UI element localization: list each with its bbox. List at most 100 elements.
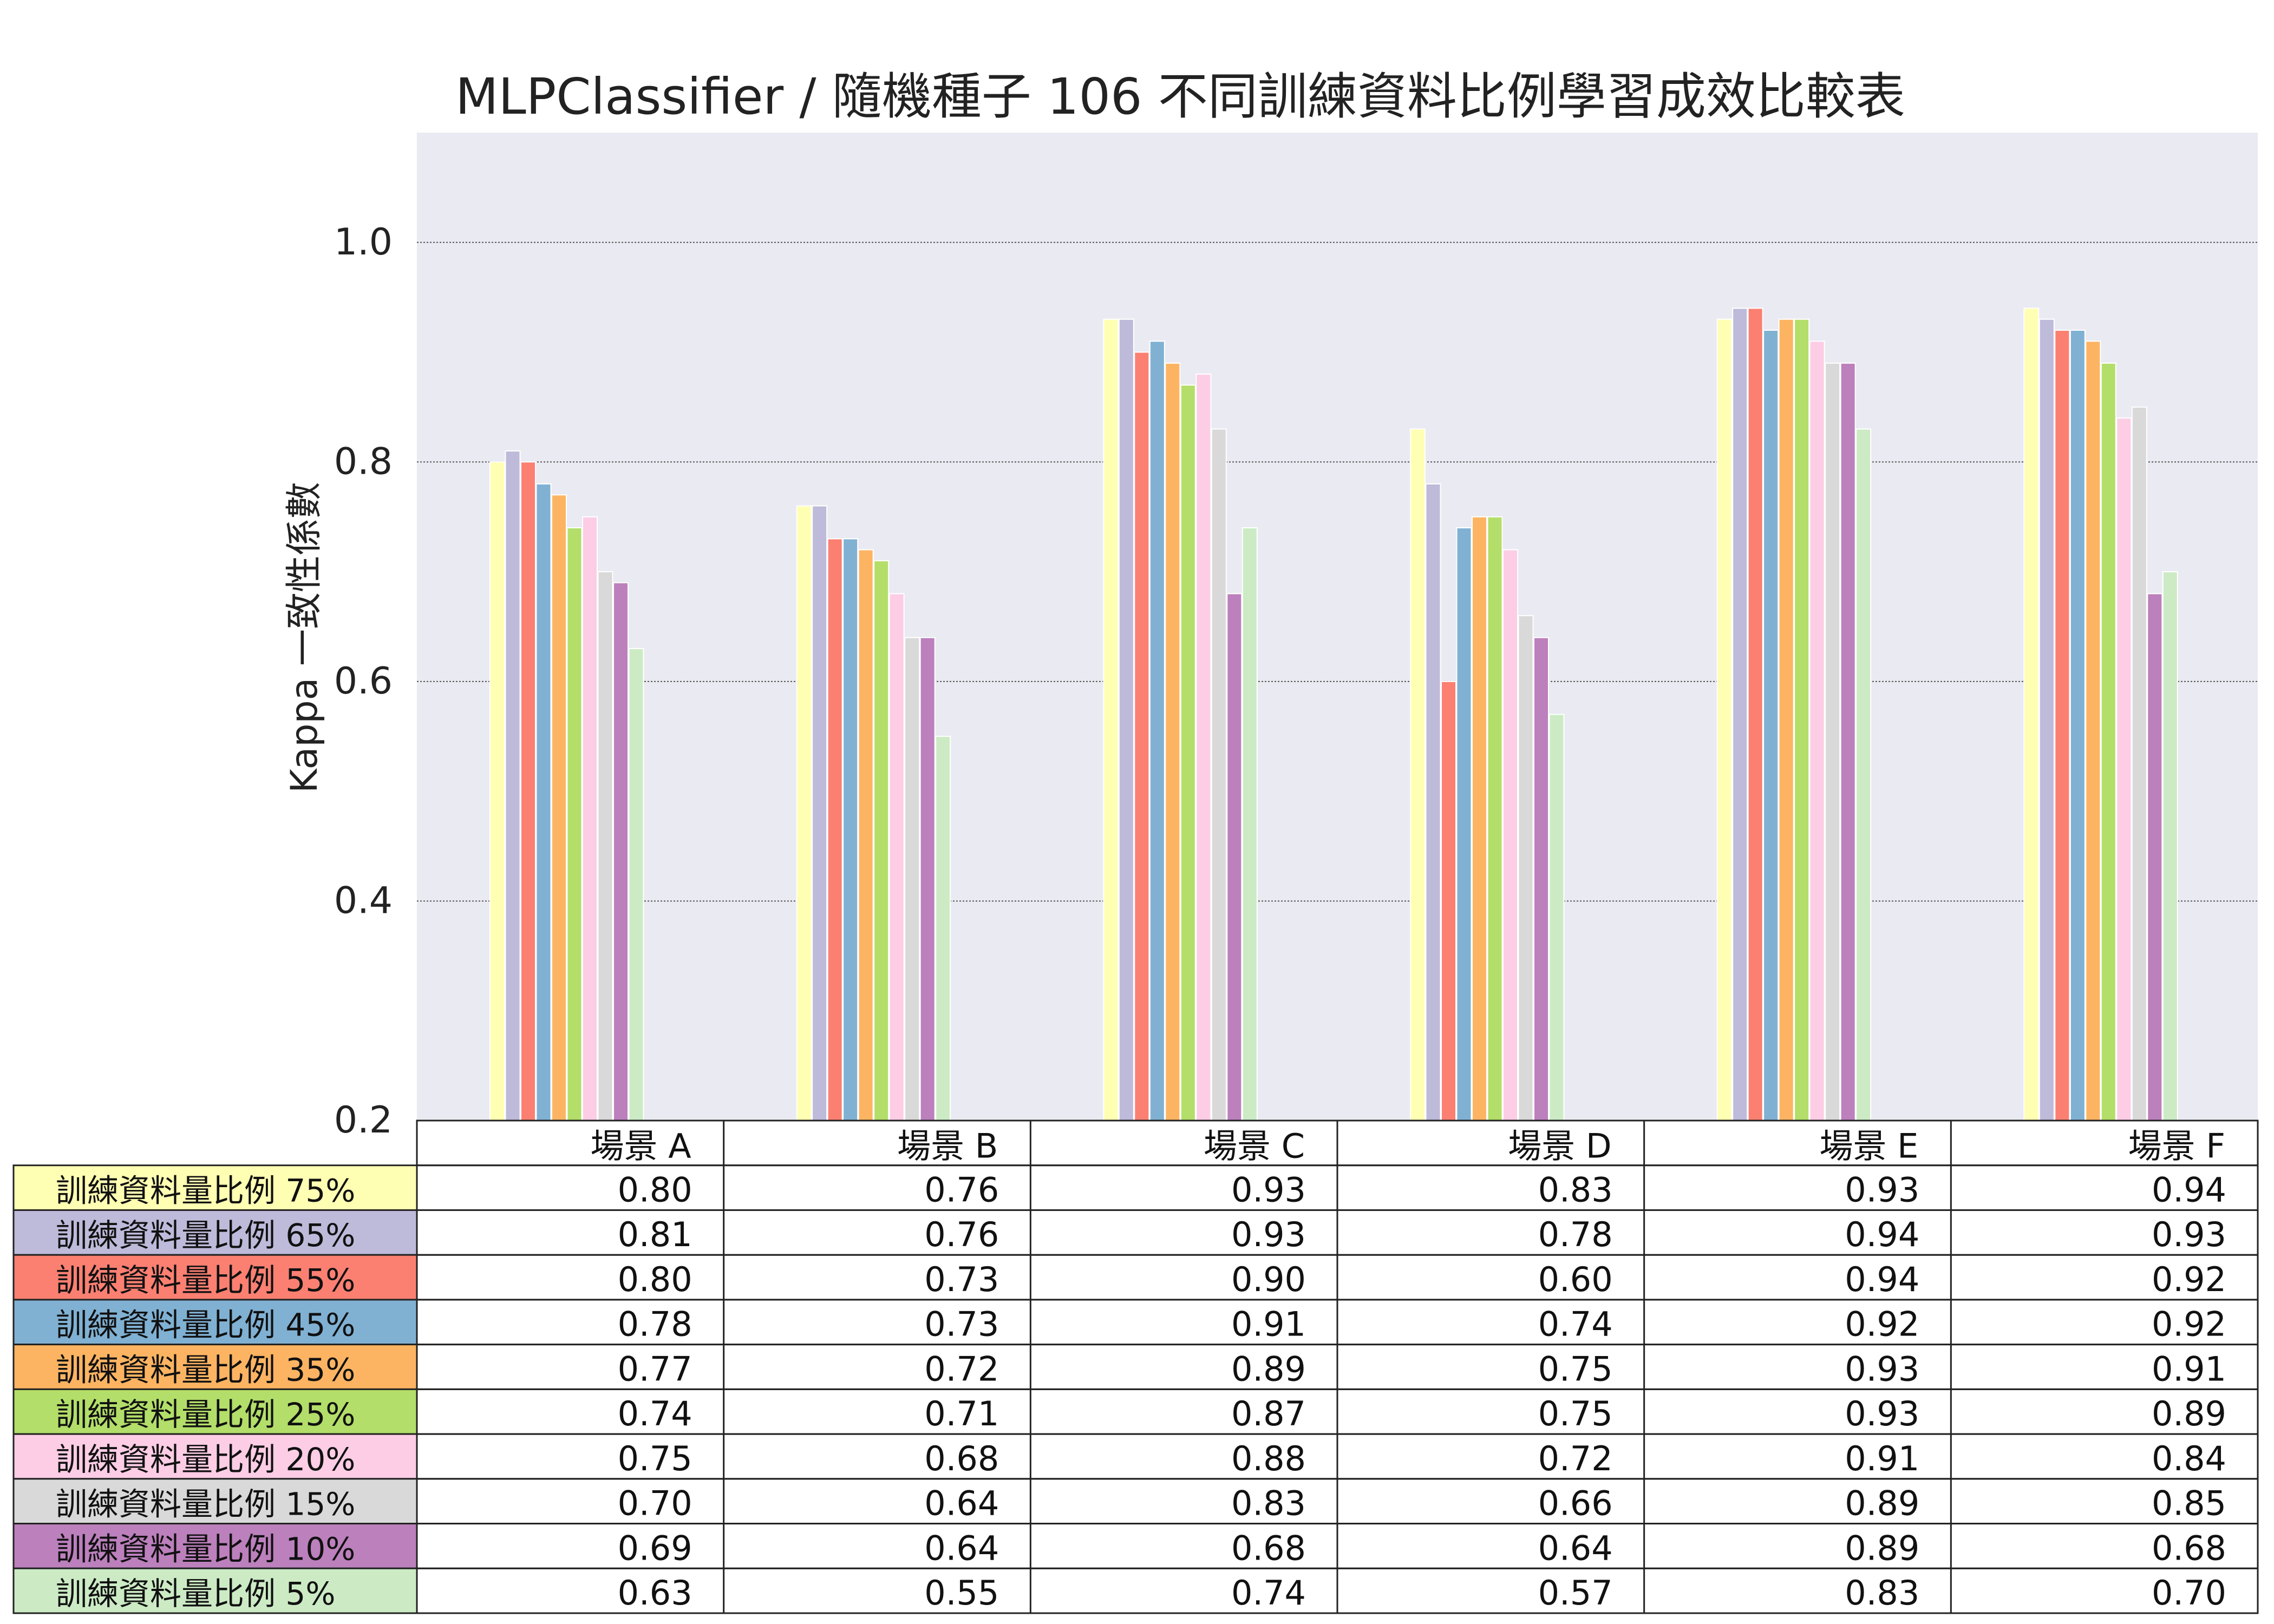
bar (1180, 384, 1196, 1121)
table-cell-value: 0.92 (1845, 1305, 1919, 1344)
bar (551, 494, 567, 1122)
series-label: 訓練資料量比例 20% (56, 1441, 355, 1478)
bar (919, 637, 936, 1122)
bar (1226, 593, 1243, 1121)
category-label: 場景 D (1508, 1127, 1611, 1166)
table-cell-value: 0.92 (2152, 1260, 2226, 1299)
bar (1533, 637, 1549, 1122)
table-cell-value: 0.80 (618, 1170, 692, 1209)
category-label: 場景 A (591, 1127, 691, 1166)
table-cell-value: 0.64 (1538, 1528, 1613, 1568)
table-cell-value: 0.88 (1231, 1439, 1306, 1478)
table-cell-value: 0.78 (1538, 1215, 1613, 1254)
bar (2038, 318, 2055, 1122)
bar (842, 538, 859, 1121)
bar (1410, 428, 1426, 1121)
bar (858, 549, 874, 1121)
table-cell-value: 0.93 (1231, 1215, 1306, 1254)
table-cell-value: 0.76 (924, 1170, 999, 1209)
bar (566, 527, 583, 1121)
table-cell-value: 0.94 (2152, 1170, 2226, 1209)
table-cell-value: 0.72 (924, 1349, 999, 1389)
category-label: 場景 C (1204, 1127, 1305, 1166)
table-cell-value: 0.85 (2152, 1484, 2226, 1523)
series-label: 訓練資料量比例 10% (56, 1530, 355, 1567)
table-cell-value: 0.74 (1231, 1573, 1306, 1613)
bar (1763, 330, 1779, 1121)
table-cell-value: 0.87 (1231, 1394, 1306, 1433)
chart-title: MLPClassifier / 隨機種子 106 不同訓練資料比例學習成效比較表 (455, 68, 1905, 126)
bar (796, 505, 812, 1121)
y-tick-label: 0.4 (334, 879, 393, 922)
table-cell-value: 0.68 (1231, 1528, 1306, 1568)
category-label: 場景 E (1819, 1127, 1918, 1166)
table-cell-value: 0.93 (2152, 1215, 2226, 1254)
legend-swatch-cell (12, 1254, 418, 1301)
bar (873, 560, 890, 1121)
bar (1716, 318, 1733, 1122)
bar (1425, 483, 1441, 1121)
bar-series (489, 307, 2178, 1122)
bar (935, 736, 951, 1122)
series-label: 訓練資料量比例 15% (56, 1486, 355, 1523)
table-cell-value: 0.83 (1538, 1170, 1613, 1209)
bar (520, 461, 536, 1121)
y-tick-label: 0.8 (334, 440, 393, 483)
table-cell-value: 0.78 (618, 1305, 692, 1344)
bar (904, 637, 920, 1122)
bar (1211, 428, 1227, 1121)
legend-swatch-cell (12, 1388, 418, 1435)
table-cell-value: 0.93 (1845, 1349, 1919, 1389)
category-label: 場景 F (2128, 1127, 2225, 1166)
table-cell-value: 0.93 (1845, 1394, 1919, 1433)
bar (1502, 549, 1518, 1121)
plot-area (417, 133, 2258, 1121)
bar (1441, 680, 1456, 1121)
grid-lines (417, 241, 2258, 902)
table-row (416, 1567, 2259, 1614)
bar (2100, 362, 2116, 1121)
bar (1747, 307, 1763, 1121)
y-axis-ticks: 0.2 0.4 0.6 0.8 1.0 (334, 221, 393, 1142)
table-cell-value: 0.76 (924, 1215, 999, 1254)
bar (2069, 330, 2086, 1121)
table-cell-value: 0.81 (618, 1215, 692, 1254)
bar (1118, 318, 1134, 1122)
table-cell-value: 0.75 (618, 1439, 692, 1478)
y-tick-label: 0.2 (334, 1099, 393, 1142)
table-cell-value: 0.93 (1231, 1170, 1306, 1209)
table-cell-value: 0.63 (618, 1573, 692, 1613)
legend-swatch-cell (12, 1523, 418, 1569)
bar (2116, 417, 2132, 1122)
table-cell-value: 0.64 (924, 1484, 999, 1523)
bar (2147, 593, 2163, 1121)
bar (2054, 330, 2070, 1121)
table-cell-value: 0.83 (1231, 1484, 1306, 1523)
table-cell-value: 0.80 (618, 1260, 692, 1299)
table-cell-value: 0.68 (924, 1439, 999, 1478)
table-cell-value: 0.72 (1538, 1439, 1613, 1478)
legend-swatch-cell (12, 1209, 418, 1256)
bar (1855, 428, 1872, 1121)
table-cell-value: 0.57 (1538, 1573, 1613, 1613)
table-cell-value: 0.91 (1231, 1305, 1306, 1344)
table-cell-value: 0.93 (1845, 1170, 1919, 1209)
series-label: 訓練資料量比例 55% (56, 1262, 355, 1299)
table-cell-value: 0.70 (618, 1484, 692, 1523)
series-label: 訓練資料量比例 5% (56, 1575, 335, 1612)
bar (597, 571, 613, 1121)
table-cell-value: 0.69 (618, 1528, 692, 1568)
table-cell-value: 0.77 (618, 1349, 692, 1389)
legend-swatch-cell (12, 1433, 418, 1480)
legend-swatch-cell (12, 1567, 418, 1614)
y-tick-label: 1.0 (334, 221, 393, 264)
bar (582, 516, 598, 1122)
bar (1241, 527, 1258, 1121)
table-cell-value: 0.66 (1538, 1484, 1613, 1523)
table-cell-value: 0.84 (2152, 1439, 2226, 1478)
bar (1195, 374, 1212, 1121)
bar (1548, 713, 1565, 1121)
bar (2162, 571, 2178, 1121)
bar (827, 538, 843, 1121)
